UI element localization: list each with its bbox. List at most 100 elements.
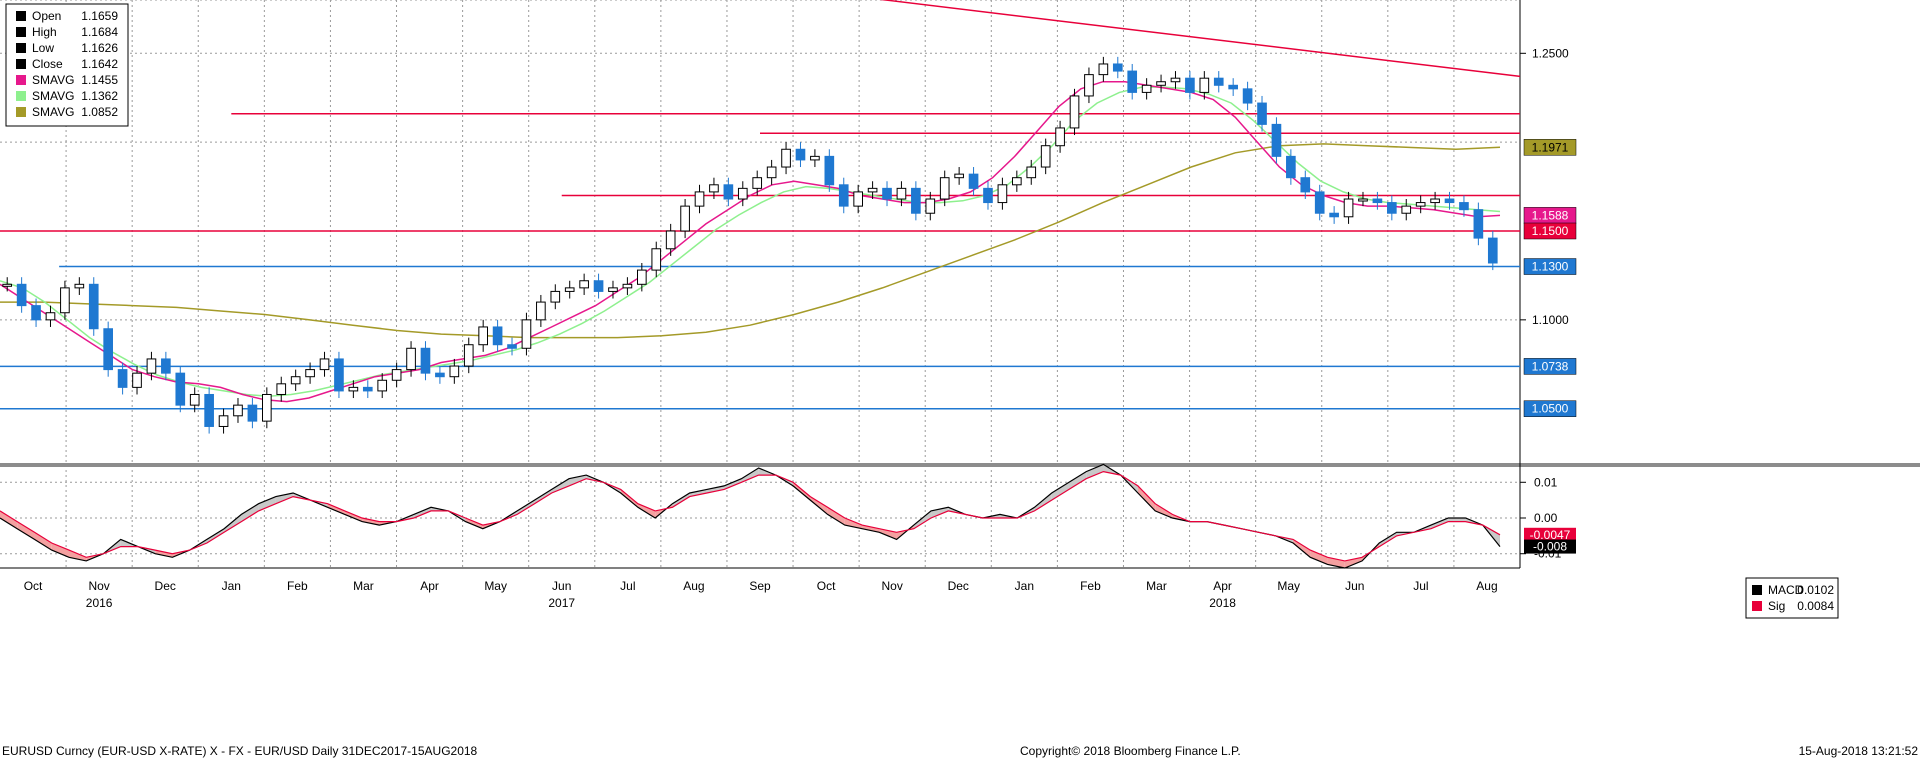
candle-body [867, 187, 878, 193]
macd-fill [362, 518, 380, 526]
month-label: Jul [1413, 579, 1428, 593]
candle-body [795, 148, 806, 161]
candle-body [1012, 177, 1022, 186]
candle-body [16, 283, 27, 307]
resistance-trendline [879, 0, 1521, 78]
candle-body [1185, 77, 1195, 93]
month-label: Feb [287, 579, 308, 593]
legend-box [5, 3, 129, 127]
candle-body [1112, 63, 1123, 72]
month-label: Nov [88, 579, 109, 593]
month-label: Jul [620, 579, 635, 593]
footer: EURUSD Curncy (EUR-USD X-RATE) X - FX - … [2, 744, 1918, 758]
candle-body [896, 187, 907, 200]
candle-body [550, 290, 561, 303]
candle-body [882, 187, 892, 200]
price-tag-box [1523, 222, 1577, 240]
macd-fill [741, 468, 759, 483]
candle-body [1343, 198, 1354, 218]
candle-body [492, 326, 503, 346]
candle-body [536, 301, 546, 321]
year-label: 2017 [548, 596, 575, 610]
macd-fill [1068, 471, 1087, 490]
candle-body [521, 319, 532, 349]
macd-legend-box [1745, 577, 1839, 619]
candle-body [723, 184, 734, 200]
candle-body [233, 404, 243, 417]
candle-body [939, 177, 950, 200]
footer-copyright: Copyright© 2018 Bloomberg Finance L.P. [1020, 744, 1241, 758]
candle-body [968, 173, 979, 189]
macd-fill [1137, 485, 1156, 511]
grid-lines [0, 0, 1920, 569]
price-tag-label: 1.1500 [1532, 224, 1569, 238]
candle-body [1459, 202, 1469, 211]
legend-label: SMAVG [32, 73, 74, 87]
candle-body [608, 287, 618, 292]
candle-body [463, 344, 474, 367]
candle-body [348, 386, 359, 392]
candle-body [362, 386, 373, 392]
legend-swatch [16, 11, 26, 21]
macd-fill [810, 496, 828, 515]
month-label: Apr [420, 579, 439, 593]
candle-body [161, 358, 171, 374]
macd-fill [465, 518, 483, 529]
year-label: 2016 [86, 596, 113, 610]
candle-body [60, 287, 70, 314]
candle-body [694, 191, 705, 207]
candle-body [911, 187, 921, 214]
candle-body [637, 269, 647, 285]
macd-fill [344, 510, 363, 522]
candle-body [651, 248, 662, 271]
year-label: 2018 [1209, 596, 1236, 610]
macd-fill [517, 500, 535, 515]
candle-body [1430, 198, 1440, 204]
macd-fill [534, 489, 552, 504]
legend-swatch [16, 91, 26, 101]
footer-timestamp: 15-Aug-2018 13:21:52 [1799, 744, 1919, 758]
candle-body [247, 404, 258, 422]
horizontal-levels [0, 0, 1521, 410]
macd-line [0, 463, 1501, 569]
month-label: Jun [552, 579, 571, 593]
candle-body [1300, 177, 1311, 193]
candle-body [1487, 237, 1498, 264]
candle-body [1271, 123, 1282, 157]
candle-body [420, 347, 431, 374]
candle-body [1141, 84, 1152, 93]
price-legend: Open 1.1659 High 1.1684 Low 1.1626 Close 1.1642… [5, 3, 129, 127]
macd-fill [689, 489, 707, 497]
macd-fill [1051, 482, 1069, 501]
candle-body [117, 369, 128, 388]
macd-fill [793, 482, 811, 501]
legend-value: 1.0852 [81, 105, 118, 119]
candle-body [752, 177, 763, 189]
candle-body [1156, 81, 1166, 86]
macd-fill [1310, 550, 1328, 565]
legend-label: Open [32, 9, 61, 23]
price-tags: 1.1971 1.1588 1.1500 1.1300 1.0738 1.0500 [1523, 139, 1577, 417]
candle-body [435, 372, 445, 378]
macd-tick-label: 0.01 [1534, 475, 1558, 489]
macd-fill [1155, 503, 1173, 518]
macd-fill [913, 510, 932, 529]
legend-label: Low [32, 41, 54, 55]
footer-security: EURUSD Curncy (EUR-USD X-RATE) X - FX - … [2, 744, 478, 758]
candle-body [810, 155, 820, 161]
candle-body [925, 198, 936, 214]
candle-body [132, 372, 142, 388]
macd-fill [51, 543, 69, 558]
month-label: Aug [683, 579, 704, 593]
macd-fill [327, 503, 345, 515]
candle-body [1242, 88, 1253, 104]
legend-swatch [16, 107, 26, 117]
candle-body [189, 393, 200, 406]
price-y-axis: 1.2500 1.1000 [1520, 46, 1569, 327]
price-tick-label: 1.1000 [1532, 313, 1569, 327]
candle-body [680, 205, 690, 232]
month-label: Oct [24, 579, 43, 593]
month-label: May [484, 579, 507, 593]
candle-body [1199, 77, 1210, 93]
